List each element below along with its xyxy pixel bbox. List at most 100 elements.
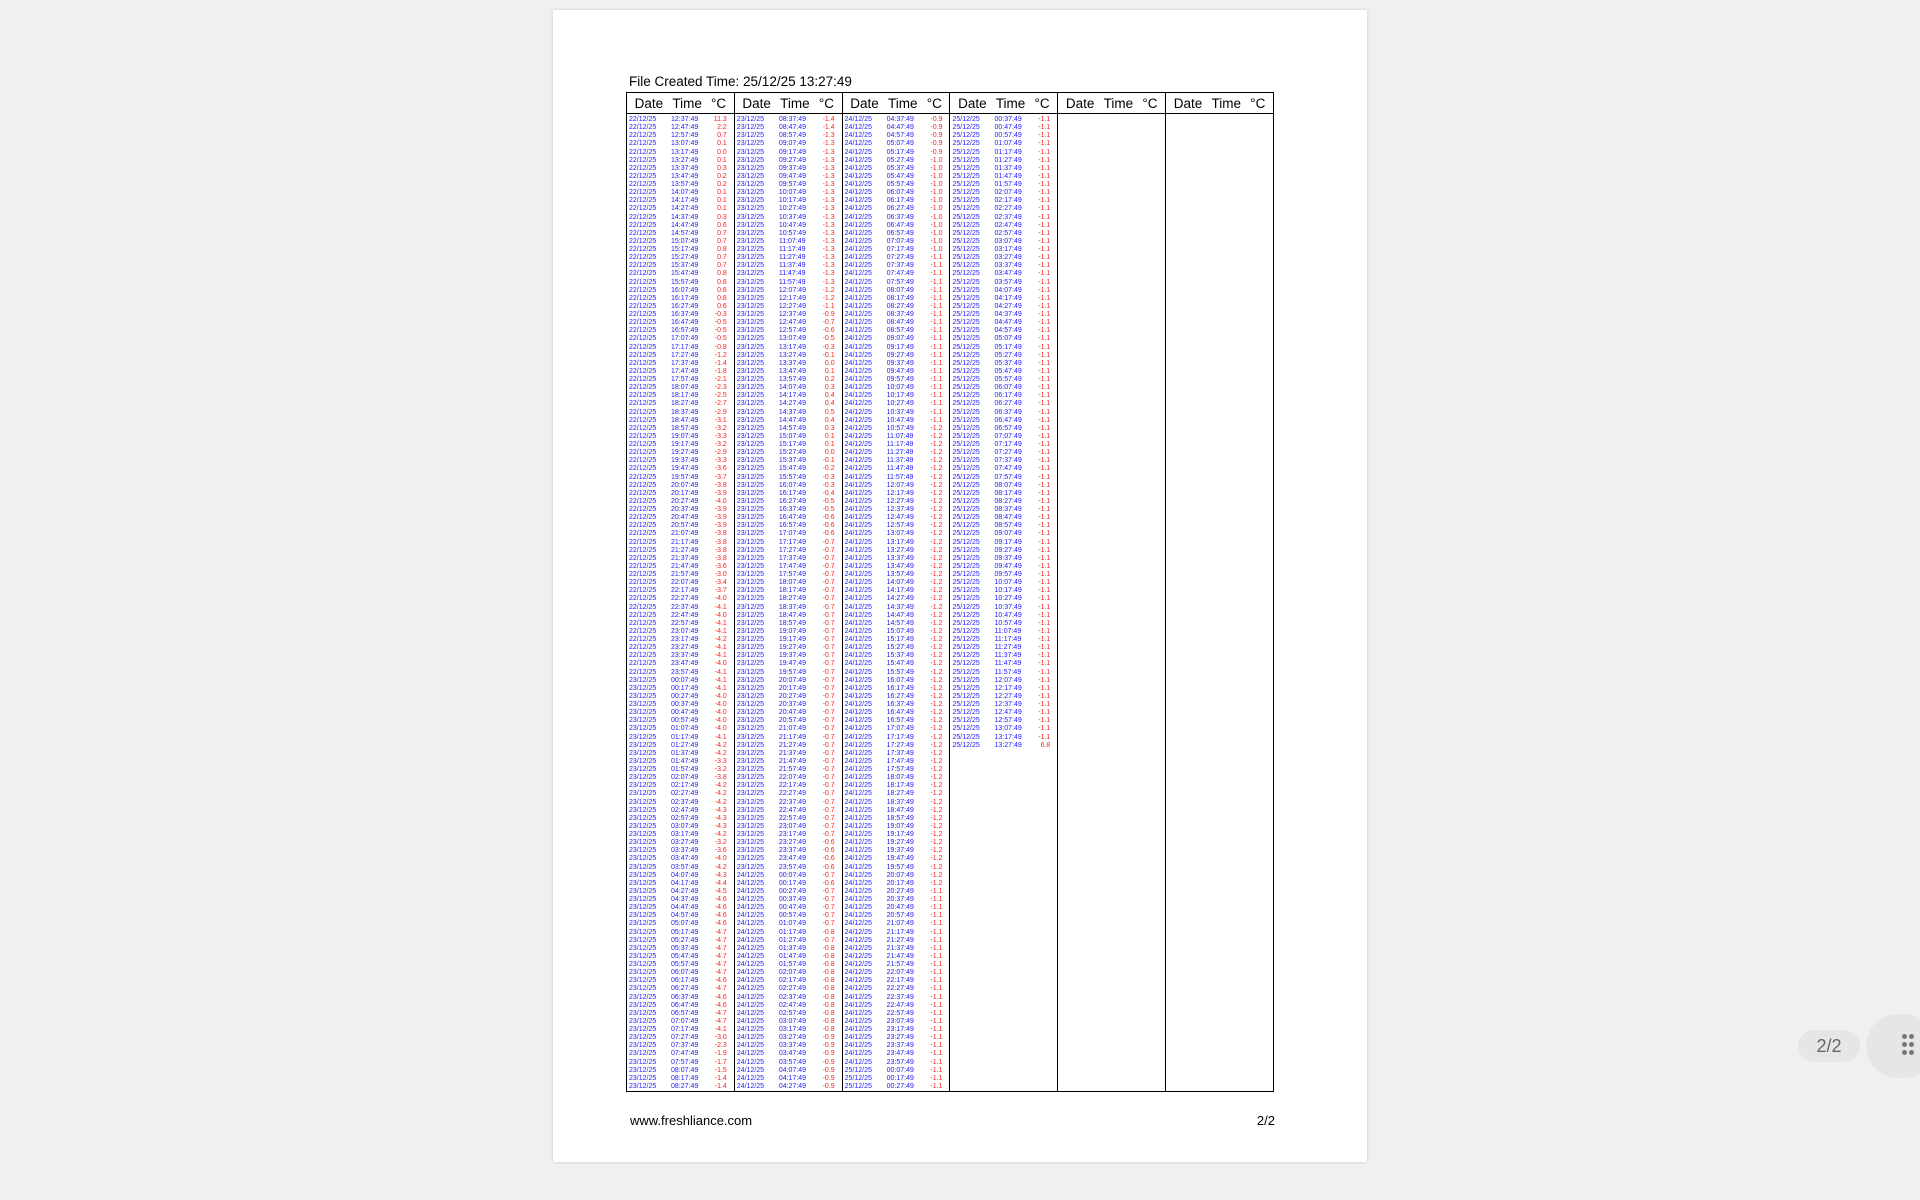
- header-temp: °C: [1250, 95, 1266, 111]
- cell-temp: -0.9: [930, 132, 943, 140]
- cell-date: 23/12/25: [736, 489, 765, 497]
- cell-temp: -1.1: [1038, 627, 1051, 635]
- cell-date: 24/12/25: [844, 376, 872, 383]
- cell-time: 01:37:49: [778, 944, 807, 952]
- cell-time: 05:57:49: [671, 961, 699, 968]
- cell-temp: -1.1: [1038, 497, 1051, 505]
- cell-temp: -0.7: [822, 319, 835, 327]
- table-row: 23/12/25 00:27:49 -4.0: [629, 693, 731, 701]
- cell-time: 10:57:49: [994, 619, 1022, 627]
- cell-date: 23/12/25: [629, 952, 657, 960]
- cell-time: 17:37:49: [778, 554, 807, 562]
- cell-date: 24/12/25: [844, 351, 872, 359]
- cell-time: 05:17:49: [886, 148, 914, 156]
- cell-temp: 0.1: [717, 197, 727, 205]
- cell-temp: -1.1: [822, 302, 835, 310]
- table-row: 24/12/25 12:07:49 -1.2: [845, 482, 947, 490]
- cell-time: 06:57:49: [994, 424, 1022, 432]
- cell-date: 22/12/25: [629, 335, 657, 343]
- cell-time: 23:27:49: [886, 1034, 914, 1042]
- cell-date: 22/12/25: [629, 164, 657, 172]
- cell-temp: -1.1: [1038, 579, 1051, 587]
- table-row: 25/12/25 08:47:49 -1.1: [952, 514, 1054, 522]
- table-row: 25/12/25 04:27:49 -1.1: [952, 303, 1054, 311]
- cell-time: 04:47:49: [671, 904, 699, 912]
- cell-date: 23/12/25: [736, 733, 765, 741]
- table-column: Date Time °C 23/12/25 08:37:49 -1.4 23/12/25 08…: [733, 93, 842, 1091]
- table-row: 23/12/25 12:27:49 -1.1: [737, 303, 839, 311]
- table-row: 23/12/25 22:57:49 -0.7: [737, 815, 839, 823]
- cell-time: 12:17:49: [994, 684, 1022, 692]
- cell-temp: -1.1: [930, 993, 943, 1001]
- cell-temp: -3.7: [714, 587, 727, 595]
- cell-temp: -2.7: [714, 400, 727, 408]
- cell-time: 05:47:49: [994, 367, 1022, 375]
- cell-time: 03:27:49: [778, 1034, 807, 1042]
- table-row: 25/12/25 00:17:49 -1.1: [845, 1075, 947, 1083]
- cell-date: 24/12/25: [844, 286, 872, 294]
- cell-time: 02:27:49: [994, 205, 1022, 213]
- column-header: Date Time °C: [627, 93, 734, 114]
- cell-date: 24/12/25: [844, 749, 872, 757]
- table-column: Date Time °C 25/12/25 00:37:49 -1.1 25/12/25 00…: [949, 93, 1058, 1091]
- table-row: 24/12/25 09:17:49 -1.1: [845, 344, 947, 352]
- cell-temp: -4.2: [714, 798, 727, 806]
- cell-date: 25/12/25: [952, 335, 980, 343]
- table-row: 23/12/25 00:37:49 -4.0: [629, 701, 731, 709]
- cell-time: 19:47:49: [778, 660, 807, 668]
- cell-date: 22/12/25: [629, 140, 657, 148]
- cell-time: 07:17:49: [994, 441, 1022, 448]
- cell-date: 24/12/25: [844, 294, 872, 302]
- table-row: 23/12/25 22:07:49 -0.7: [737, 774, 839, 782]
- cell-date: 25/12/25: [952, 343, 980, 351]
- cell-time: 04:17:49: [778, 1074, 807, 1082]
- table-row: 22/12/25 23:57:49 -4.1: [629, 669, 731, 677]
- cell-date: 25/12/25: [952, 302, 980, 310]
- cell-date: 23/12/25: [629, 855, 657, 863]
- cell-temp: 0.8: [717, 286, 727, 294]
- cell-time: 05:17:49: [994, 343, 1022, 351]
- grid-handle-button[interactable]: [1866, 1014, 1920, 1078]
- table-row: 24/12/25 13:57:49 -1.2: [845, 571, 947, 579]
- cell-time: 01:47:49: [778, 952, 807, 960]
- cell-time: 23:47:49: [778, 855, 807, 863]
- cell-temp: 0.8: [717, 278, 727, 286]
- cell-date: 24/12/25: [844, 546, 872, 554]
- cell-temp: -1.2: [930, 879, 943, 887]
- table-row: 24/12/25 08:47:49 -1.1: [845, 319, 947, 327]
- cell-time: 17:07:49: [671, 335, 699, 343]
- cell-date: 23/12/25: [629, 676, 657, 684]
- cell-time: 11:27:49: [886, 449, 914, 457]
- cell-date: 22/12/25: [629, 246, 657, 253]
- cell-temp: -0.7: [822, 912, 835, 920]
- cell-time: 02:07:49: [778, 969, 807, 977]
- table-row: 24/12/25 11:17:49 -1.2: [845, 441, 947, 449]
- cell-time: 10:37:49: [994, 603, 1022, 611]
- cell-date: 24/12/25: [844, 156, 872, 164]
- footer-url[interactable]: www.freshliance.com: [630, 1113, 753, 1128]
- cell-time: 21:07:49: [778, 725, 807, 733]
- cell-date: 24/12/25: [736, 1034, 765, 1042]
- cell-temp: -0.7: [822, 896, 835, 903]
- cell-temp: -0.8: [822, 1017, 835, 1025]
- cell-date: 25/12/25: [844, 1074, 872, 1082]
- table-row: 23/12/25 05:07:49 -4.6: [629, 920, 731, 928]
- cell-time: 00:27:49: [671, 692, 699, 700]
- table-row: 23/12/25 12:57:49 -0.6: [737, 327, 839, 335]
- table-row: 23/12/25 04:17:49 -4.4: [629, 880, 731, 888]
- cell-date: 25/12/25: [952, 611, 980, 619]
- cell-date: 24/12/25: [844, 197, 872, 205]
- cell-date: 23/12/25: [736, 311, 765, 318]
- cell-date: 24/12/25: [736, 969, 765, 977]
- cell-time: 08:47:49: [994, 514, 1022, 522]
- cell-temp: -1.2: [930, 506, 943, 513]
- cell-time: 10:27:49: [994, 595, 1022, 603]
- cell-time: 08:07:49: [886, 286, 914, 294]
- cell-temp: -0.4: [822, 489, 835, 497]
- cell-date: 25/12/25: [952, 514, 980, 522]
- cell-temp: -0.8: [822, 1009, 835, 1017]
- cell-date: 24/12/25: [844, 1017, 872, 1025]
- cell-date: 24/12/25: [844, 806, 872, 814]
- cell-date: 23/12/25: [736, 481, 765, 489]
- cell-temp: 0.0: [717, 148, 727, 156]
